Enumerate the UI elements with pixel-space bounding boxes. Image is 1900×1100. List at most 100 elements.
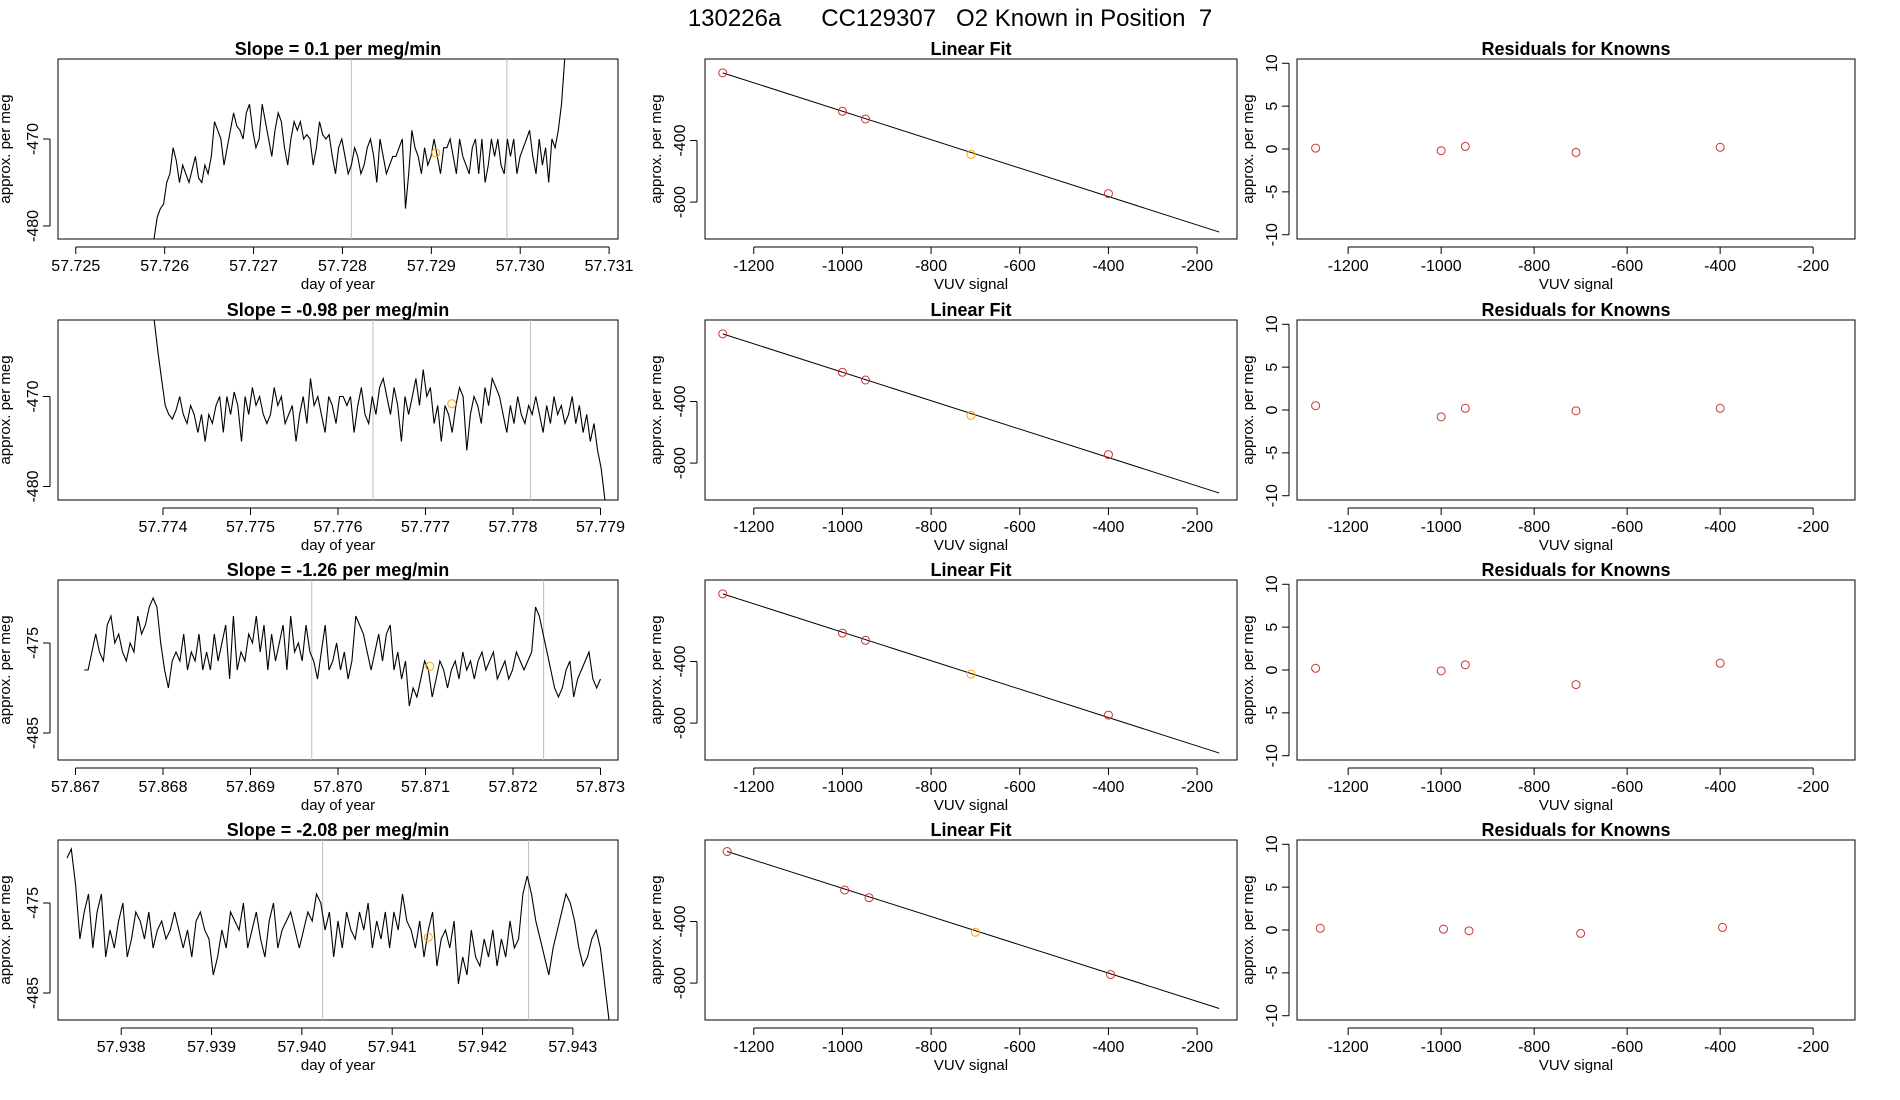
x-tick-label: -1000 <box>822 1039 863 1056</box>
timeseries-panel-row4: Slope = -2.08 per meg/min 57.938 57.939 57.… <box>0 820 619 1074</box>
figure-title: 130226a CC129307 O2 Known in Position 7 <box>688 5 1212 32</box>
y-tick-label: -400 <box>672 905 689 937</box>
plot-frame <box>57 839 619 1021</box>
linear_fit-panel-row3: Linear Fit -1200 -1000 -800 -600 -400 -200 VUV … <box>648 560 1238 814</box>
y-tick-label: -800 <box>672 447 689 479</box>
x-tick-label: -400 <box>1704 258 1736 275</box>
residual-point <box>1571 406 1581 416</box>
x-tick-label: -1000 <box>1421 1039 1462 1056</box>
plot-frame <box>704 579 1238 761</box>
x-tick-label: 57.938 <box>97 1039 146 1056</box>
x-tick-label: 57.726 <box>140 258 189 275</box>
x-axis-label: VUV signal <box>1539 276 1613 293</box>
x-tick-label: -200 <box>1797 779 1829 796</box>
y-tick-label: -485 <box>25 977 42 1009</box>
panel-title: Linear Fit <box>930 560 1011 580</box>
linear_fit-panel-row2: Linear Fit -1200 -1000 -800 -600 -400 -200 VUV … <box>648 300 1238 554</box>
y-tick-label: 0 <box>1264 405 1281 414</box>
residual-point <box>1715 142 1725 152</box>
x-tick-label: -200 <box>1181 519 1213 536</box>
x-tick-label: -1200 <box>733 519 774 536</box>
x-tick-label: -600 <box>1004 258 1036 275</box>
x-axis-label: VUV signal <box>934 276 1008 293</box>
x-tick-label: 57.776 <box>314 519 363 536</box>
residual-point <box>1436 146 1446 156</box>
x-tick-label: 57.867 <box>51 779 100 796</box>
x-tick-label: -600 <box>1611 779 1643 796</box>
y-tick-label: 5 <box>1264 883 1281 892</box>
x-tick-label: 57.943 <box>548 1039 597 1056</box>
x-tick-label: -400 <box>1704 1039 1736 1056</box>
x-tick-label: -1200 <box>1328 779 1369 796</box>
plot-area <box>722 847 1220 1009</box>
y-axis-label: approx. per meg <box>1240 615 1257 724</box>
y-tick-label: -10 <box>1264 223 1281 246</box>
x-tick-label: -400 <box>1092 1039 1124 1056</box>
fit-line <box>722 333 1220 494</box>
x-tick-label: -1000 <box>822 258 863 275</box>
x-tick-label: 57.870 <box>314 779 363 796</box>
y-tick-label: -10 <box>1264 484 1281 507</box>
x-tick-label: -400 <box>1092 519 1124 536</box>
x-tick-label: -200 <box>1797 519 1829 536</box>
x-tick-label: 57.778 <box>489 519 538 536</box>
x-tick-label: -1000 <box>1421 519 1462 536</box>
residual-point <box>1715 403 1725 413</box>
y-tick-label: -480 <box>25 470 42 502</box>
x-tick-label: -600 <box>1611 519 1643 536</box>
timeseries-line <box>153 320 606 500</box>
x-tick-label: 57.873 <box>576 779 625 796</box>
y-axis-label: approx. per meg <box>0 875 14 984</box>
x-tick-label: 57.869 <box>226 779 275 796</box>
residuals-panel-row3: Residuals for Knowns -1200 -1000 -800 -600 -4… <box>1240 560 1856 814</box>
residual-point <box>1311 401 1321 411</box>
plot-frame <box>57 58 619 240</box>
x-tick-label: 57.872 <box>489 779 538 796</box>
plot-area <box>153 59 566 239</box>
y-tick-label: -5 <box>1264 446 1281 460</box>
y-tick-label: -5 <box>1264 185 1281 199</box>
x-axis-label: VUV signal <box>934 797 1008 814</box>
x-tick-label: -1200 <box>733 1039 774 1056</box>
panel-title: Slope = -0.98 per meg/min <box>227 300 450 320</box>
known-point <box>722 847 732 857</box>
y-axis-label: approx. per meg <box>648 875 665 984</box>
y-axis-label: approx. per meg <box>648 615 665 724</box>
y-tick-label: -800 <box>672 967 689 999</box>
timeseries-panel-row3: Slope = -1.26 per meg/min 57.867 57.868 57.… <box>0 560 625 814</box>
x-tick-label: -800 <box>915 258 947 275</box>
x-tick-label: 57.774 <box>139 519 188 536</box>
x-tick-label: -400 <box>1092 779 1124 796</box>
x-tick-label: -600 <box>1611 1039 1643 1056</box>
y-tick-label: -10 <box>1264 744 1281 767</box>
y-tick-label: -485 <box>25 717 42 749</box>
plot-area <box>1315 922 1727 938</box>
x-axis-label: VUV signal <box>1539 537 1613 554</box>
plot-area <box>66 840 610 1020</box>
y-tick-label: -800 <box>672 707 689 739</box>
x-tick-label: -600 <box>1004 1039 1036 1056</box>
residual-point <box>1715 658 1725 668</box>
known-point <box>860 114 870 124</box>
y-tick-label: -5 <box>1264 706 1281 720</box>
x-tick-label: -400 <box>1092 258 1124 275</box>
x-tick-label: -1200 <box>733 258 774 275</box>
x-axis-label: day of year <box>301 537 375 554</box>
plot-frame <box>57 579 619 761</box>
known-point <box>860 375 870 385</box>
residual-point <box>1311 143 1321 153</box>
residual-point <box>1438 924 1448 934</box>
residual-point <box>1576 928 1586 938</box>
y-tick-label: 5 <box>1264 623 1281 632</box>
x-tick-label: -1200 <box>733 779 774 796</box>
plot-area <box>1311 401 1725 422</box>
unknown-point <box>431 148 441 158</box>
residual-point <box>1460 660 1470 670</box>
residual-point <box>1571 680 1581 690</box>
plot-area <box>718 589 1220 754</box>
unknown-point <box>447 399 457 409</box>
x-tick-label: -800 <box>1518 258 1550 275</box>
x-tick-label: 57.941 <box>368 1039 417 1056</box>
residuals-panel-row1: Residuals for Knowns -1200 -1000 -800 -600 -4… <box>1240 39 1856 293</box>
y-tick-label: 0 <box>1264 925 1281 934</box>
